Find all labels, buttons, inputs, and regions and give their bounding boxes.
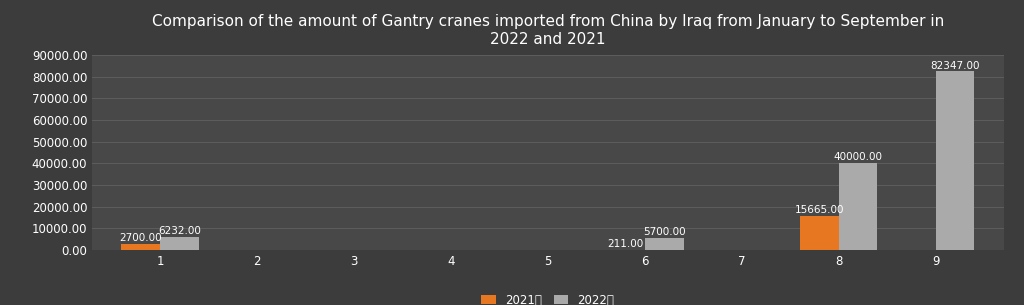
Bar xyxy=(606,249,645,250)
Bar xyxy=(121,244,160,250)
Title: Comparison of the amount of Gantry cranes imported from China by Iraq from Janua: Comparison of the amount of Gantry crane… xyxy=(152,14,944,47)
Text: 5700.00: 5700.00 xyxy=(643,227,685,237)
Bar xyxy=(936,71,975,250)
Text: 40000.00: 40000.00 xyxy=(834,152,883,163)
Text: 15665.00: 15665.00 xyxy=(795,205,844,215)
Text: 2700.00: 2700.00 xyxy=(120,233,162,243)
Text: 6232.00: 6232.00 xyxy=(158,226,201,236)
Text: 82347.00: 82347.00 xyxy=(930,61,980,71)
Legend: 2021年, 2022年: 2021年, 2022年 xyxy=(481,294,614,305)
Bar xyxy=(839,163,878,250)
Bar xyxy=(645,238,684,250)
Text: 211.00: 211.00 xyxy=(607,239,643,249)
Bar xyxy=(160,237,199,250)
Bar xyxy=(800,216,839,250)
